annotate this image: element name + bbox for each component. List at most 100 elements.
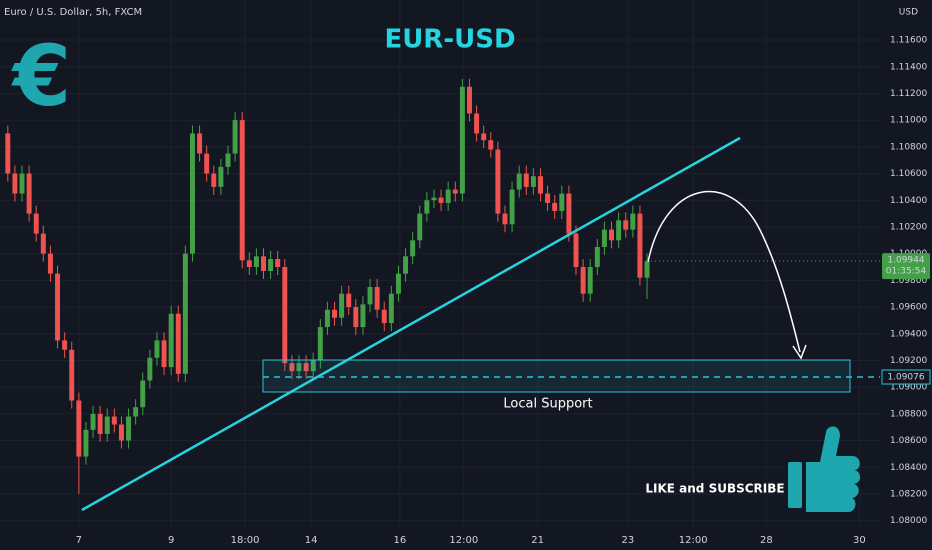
candle-body [289,363,295,372]
candle-body [104,416,110,434]
y-tick-label: 1.09000 [890,383,927,393]
current-price-box [882,253,930,280]
x-tick-label: 9 [168,535,174,546]
candle-body [126,416,132,441]
candle-body [118,424,124,441]
candle-body [509,189,515,225]
y-tick-label: 1.09200 [890,356,927,366]
x-tick-label: 18:00 [231,535,260,546]
y-tick-label: 1.10200 [890,222,927,232]
y-tick-label: 1.11600 [890,36,927,46]
candle-body [481,133,487,141]
candle-body [111,416,117,425]
candle-body [253,256,259,268]
candle-body [55,273,61,341]
candle-body [346,293,352,308]
candle-body [47,253,53,274]
candle-body [466,86,472,114]
candle-body [133,407,139,417]
trend-line [81,136,741,512]
candle-body [261,256,266,272]
candle-body [594,246,600,268]
candle-body [97,413,103,434]
projection-arrow [647,190,801,353]
candle-body [69,349,75,401]
support-price-box [881,369,931,385]
candle-body [62,340,68,350]
y-tick-label: 1.11000 [890,116,927,126]
candle-body [644,261,650,278]
call-to-action: LIKE and SUBSCRIBE [645,482,784,496]
candle-body [154,340,160,358]
symbol-title: Euro / U.S. Dollar, 5h, FXCM [4,7,142,18]
candle-body [275,258,281,268]
currency-label: USD [899,8,918,18]
candle-body [559,193,565,211]
candle-body [268,258,274,272]
candle-body [182,253,188,374]
candle-body [246,260,252,268]
candle-body [204,153,210,174]
candle-body [395,273,401,294]
candle-body [239,120,245,261]
y-tick-label: 1.09600 [890,303,927,313]
candle-body [495,149,501,214]
y-tick-label: 1.11400 [890,62,927,72]
candle-body [26,173,32,214]
support-zone [262,359,851,393]
overlay [263,260,880,378]
candle-body [189,133,195,254]
x-tick-label: 12:00 [449,535,478,546]
candle-body [459,86,465,194]
candle-body [566,193,572,234]
support-price-label: 1.09076 [887,373,924,383]
candle-body [5,133,11,174]
y-tick-label: 1.10800 [890,142,927,152]
candle-body [410,240,416,257]
candle-body [516,173,522,190]
candle-body [580,267,586,294]
candle-body [538,176,543,194]
candle-body [545,193,551,203]
candle-body [374,287,380,310]
candle-body [616,220,622,241]
candle-body [367,287,373,305]
candle-body [424,200,430,214]
candle-body [587,267,593,294]
y-tick-label: 1.08000 [890,516,927,526]
currency-symbol: € [11,27,71,125]
candle-body [431,197,437,201]
candle-body [310,360,316,372]
candle-body [601,229,607,247]
candle-body [360,304,366,328]
x-tick-label: 30 [853,535,866,546]
y-tick-label: 1.11200 [890,89,927,99]
candle-body [609,229,615,241]
candle-body [438,197,444,203]
candle-body [381,309,387,324]
candle-body [83,429,89,457]
candle-body [317,327,323,361]
candle-body [403,256,409,274]
y-tick-label: 1.08200 [890,489,927,499]
candle-body [324,309,330,328]
candle-body [40,233,46,254]
candle-body [90,413,96,430]
candle-body [339,293,345,318]
candle-body [502,213,508,225]
candle-body [353,307,359,328]
candle-body [218,166,224,187]
candle-body [452,189,458,194]
y-tick-label: 1.09400 [890,329,927,339]
candle-body [637,213,643,278]
candle-body [523,173,529,187]
candle-body [140,380,146,408]
countdown-label: 01:35:54 [886,267,927,277]
candle-body [76,400,82,457]
x-tick-label: 14 [305,535,318,546]
x-tick-label: 12:00 [679,535,708,546]
candle-body [332,309,338,318]
candle-body [488,140,494,150]
